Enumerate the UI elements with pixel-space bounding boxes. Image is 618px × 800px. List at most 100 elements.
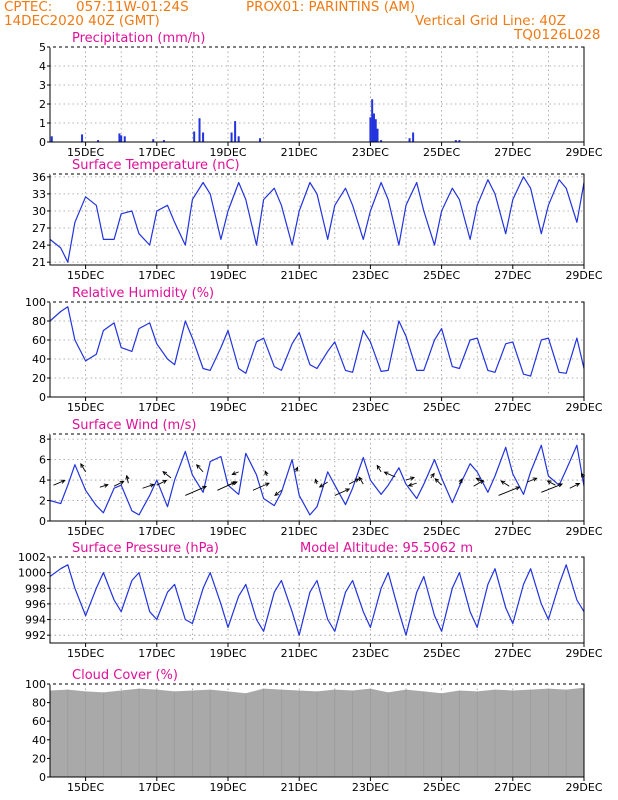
- y-tick-label: 0: [39, 771, 46, 784]
- x-tick-label: 29DEC: [565, 525, 602, 538]
- precip-bar: [123, 136, 126, 142]
- x-tick-label: 15DEC: [67, 146, 104, 159]
- wind-arrow-head: [515, 486, 521, 491]
- wind-arrow: [113, 480, 124, 487]
- wind-arrow: [547, 480, 556, 486]
- wind-arrow-head: [103, 483, 109, 488]
- wind-arrow-head: [202, 485, 208, 490]
- wind-arrow: [53, 479, 65, 486]
- y-tick-label: 80: [32, 315, 46, 328]
- panel-annotation: Model Altitude: 95.5062 m: [300, 541, 473, 556]
- y-tick-label: 3: [39, 79, 46, 92]
- wind-arrow-head: [318, 483, 324, 488]
- x-tick-label: 15DEC: [67, 647, 104, 660]
- chart-header: CPTEC: 057:11W-01:24S PROX01: PARINTINS …: [0, 0, 618, 46]
- x-tick-label: 15DEC: [67, 525, 104, 538]
- precip-bar: [234, 121, 237, 142]
- panel-frame: [49, 173, 585, 266]
- precip-bar: [259, 138, 262, 142]
- wind-arrow-head: [162, 479, 168, 484]
- precip-bar: [374, 119, 377, 142]
- wind-arrow-head: [195, 464, 201, 469]
- panel-title: Precipitation (mm/h): [72, 31, 205, 46]
- x-tick-label: 19DEC: [209, 781, 246, 794]
- wind-arrow: [526, 477, 537, 483]
- y-tick-label: 998: [25, 582, 46, 595]
- wind-arrow: [348, 478, 359, 485]
- wind-arrow: [476, 477, 485, 483]
- y-tick-label: 2: [39, 495, 46, 508]
- x-tick-label: 27DEC: [494, 781, 531, 794]
- y-tick-label: 2: [39, 98, 46, 111]
- wind-arrow: [252, 482, 270, 491]
- precip-bar: [118, 133, 121, 142]
- x-tick-label: 25DEC: [423, 525, 460, 538]
- x-tick-label: 17DEC: [138, 269, 175, 282]
- wind-arrow-head: [475, 477, 481, 482]
- wind-arrow: [500, 480, 510, 487]
- precip-bar: [412, 132, 415, 142]
- y-tick-label: 4: [39, 474, 46, 487]
- wind-arrow: [274, 489, 282, 496]
- wind-arrow: [334, 488, 350, 496]
- x-tick-label: 25DEC: [423, 781, 460, 794]
- wind-arrow-head: [434, 478, 440, 483]
- wind-arrow-head: [274, 491, 279, 497]
- x-tick-label: 27DEC: [494, 647, 531, 660]
- precip-bar: [198, 118, 201, 142]
- x-tick-label: 21DEC: [281, 525, 318, 538]
- wind-arrow-head: [231, 471, 237, 476]
- wind-arrow-head: [558, 483, 564, 488]
- y-tick-label: 60: [32, 715, 46, 728]
- precip-bar: [193, 131, 196, 142]
- precip-bar: [458, 140, 461, 142]
- x-tick-label: 17DEC: [138, 146, 175, 159]
- series-line: [49, 564, 585, 636]
- x-tick-label: 29DEC: [565, 647, 602, 660]
- wind-arrow: [541, 483, 563, 493]
- y-tick-label: 100: [25, 296, 46, 309]
- y-tick-label: 21: [32, 256, 46, 269]
- x-tick-label: 19DEC: [209, 401, 246, 414]
- precip-bar: [50, 136, 53, 142]
- panel-title: Surface Temperature (nC): [72, 158, 240, 173]
- wind-arrow-head: [149, 483, 155, 488]
- y-tick-label: 80: [32, 697, 46, 710]
- y-tick-label: 100: [25, 678, 46, 691]
- y-tick-label: 20: [32, 372, 46, 385]
- wind-arrow-head: [383, 471, 389, 476]
- wind-arrow-head: [125, 474, 130, 480]
- x-tick-label: 27DEC: [494, 269, 531, 282]
- precip-bar: [369, 117, 372, 142]
- wind-arrow: [408, 482, 417, 487]
- x-tick-label: 23DEC: [352, 647, 389, 660]
- wind-arrow-head: [430, 472, 435, 478]
- wind-arrow-head: [500, 480, 506, 485]
- y-tick-label: 4: [39, 60, 46, 73]
- panel-title: Relative Humidity (%): [72, 286, 214, 301]
- x-tick-label: 23DEC: [352, 146, 389, 159]
- y-tick-label: 6: [39, 454, 46, 467]
- y-tick-label: 20: [32, 752, 46, 765]
- wind-arrow-head: [162, 470, 168, 476]
- precip-bar: [454, 140, 457, 142]
- wind-arrow-head: [345, 488, 351, 493]
- y-tick-label: 992: [25, 629, 46, 642]
- wind-arrow: [232, 471, 239, 475]
- header-station: PROX01: PARINTINS (AM): [246, 0, 416, 15]
- x-tick-label: 27DEC: [494, 146, 531, 159]
- panel-title: Surface Wind (m/s): [72, 418, 196, 433]
- wind-arrow: [156, 479, 167, 486]
- wind-arrow-head: [354, 478, 360, 483]
- wind-arrow: [569, 483, 580, 489]
- y-tick-label: 0: [39, 391, 46, 404]
- wind-arrow: [498, 486, 520, 496]
- y-tick-label: 0: [39, 136, 46, 149]
- wind-arrow-head: [314, 478, 319, 484]
- y-tick-label: 40: [32, 734, 46, 747]
- x-tick-label: 27DEC: [494, 401, 531, 414]
- wind-arrow: [185, 486, 207, 496]
- wind-arrow: [99, 484, 108, 488]
- wind-arrow: [196, 464, 204, 473]
- wind-arrow: [80, 463, 86, 473]
